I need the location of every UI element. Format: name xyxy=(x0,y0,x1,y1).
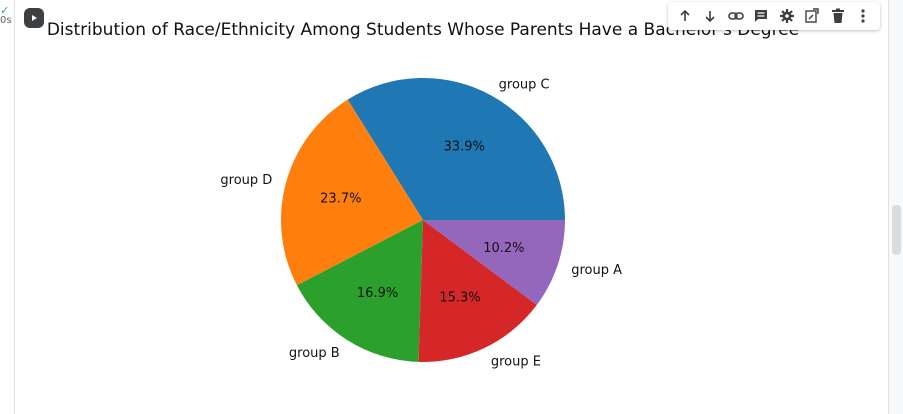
gear-icon xyxy=(779,9,794,23)
pie-slice-group-C xyxy=(347,78,565,220)
settings-button[interactable] xyxy=(777,6,797,26)
execution-status: ✓ 0s xyxy=(0,4,14,26)
move-up-button[interactable] xyxy=(675,6,695,26)
pct-label-group-E: 15.3% xyxy=(439,291,480,306)
more-vert-icon xyxy=(861,9,865,23)
comment-icon xyxy=(755,10,768,22)
cell-toolbar xyxy=(668,2,880,30)
pct-label-group-B: 16.9% xyxy=(357,286,398,301)
play-icon xyxy=(32,15,37,21)
link-button[interactable] xyxy=(726,6,746,26)
scrollbar-thumb[interactable] xyxy=(892,205,901,255)
pie-slice-group-E xyxy=(418,220,537,362)
move-down-button[interactable] xyxy=(700,6,720,26)
mirror-cell-button[interactable] xyxy=(802,6,822,26)
arrow-up-icon xyxy=(680,9,690,21)
cell-right-border xyxy=(888,0,889,414)
pct-label-group-A: 10.2% xyxy=(483,241,524,256)
more-options-button[interactable] xyxy=(853,6,873,26)
slice-label-group-E: group E xyxy=(491,355,541,370)
slice-label-group-C: group C xyxy=(499,77,550,92)
check-icon: ✓ xyxy=(0,4,10,17)
slice-label-group-A: group A xyxy=(571,263,622,278)
slice-label-group-D: group D xyxy=(220,173,272,188)
execution-time: 0s xyxy=(0,15,12,26)
pie-slice-group-B xyxy=(296,220,423,362)
pct-label-group-C: 33.9% xyxy=(444,139,485,154)
chart-title: Distribution of Race/Ethnicity Among Stu… xyxy=(47,20,799,40)
delete-cell-button[interactable] xyxy=(828,6,848,26)
pie-chart: Distribution of Race/Ethnicity Among Stu… xyxy=(47,20,799,370)
comment-button[interactable] xyxy=(751,6,771,26)
pie-slice-group-D xyxy=(280,99,423,286)
trash-icon xyxy=(831,8,844,23)
pie-slice-group-A xyxy=(423,220,565,305)
cell-gutter xyxy=(0,0,14,414)
cell-left-border xyxy=(14,0,15,414)
mirror-cell-icon xyxy=(805,8,819,23)
slice-label-group-B: group B xyxy=(289,346,340,361)
pct-label-group-D: 23.7% xyxy=(320,192,361,207)
run-cell-button[interactable] xyxy=(24,8,44,28)
arrow-down-icon xyxy=(705,11,715,23)
link-icon xyxy=(727,12,744,20)
